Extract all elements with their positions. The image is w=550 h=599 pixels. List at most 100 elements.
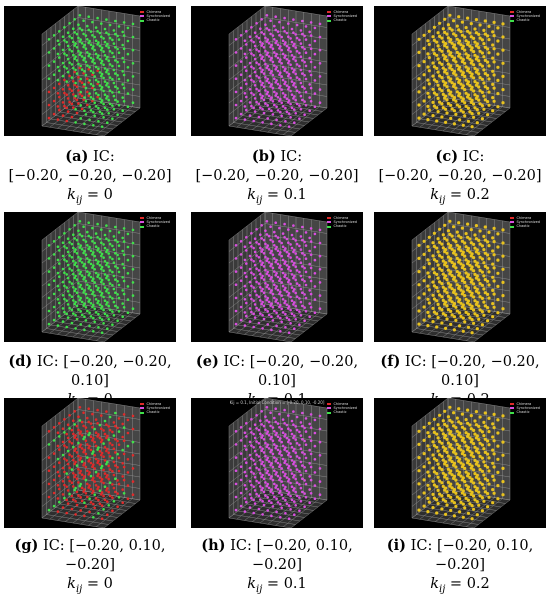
- scatter-point: [80, 460, 84, 463]
- scatter-point: [501, 88, 505, 92]
- scatter-point: [281, 105, 285, 108]
- scatter-point: [92, 97, 95, 101]
- scatter-point: [271, 266, 275, 270]
- scatter-point: [47, 430, 51, 433]
- scatter-point: [266, 482, 269, 486]
- scatter-point: [252, 40, 255, 44]
- scatter-point: [106, 460, 109, 464]
- scatter-point: [94, 457, 98, 461]
- scatter-point: [267, 313, 271, 317]
- scatter-point: [117, 38, 121, 41]
- scatter-point: [259, 312, 262, 315]
- scatter-point: [491, 435, 495, 439]
- scatter-point: [491, 30, 495, 34]
- scatter-point: [82, 72, 85, 75]
- scatter-point: [487, 64, 491, 68]
- scatter-point: [284, 80, 287, 84]
- scatter-point: [284, 312, 287, 316]
- scatter-point: [58, 275, 61, 278]
- scatter-point: [266, 244, 269, 247]
- scatter-point: [253, 462, 257, 466]
- scatter-point: [72, 485, 75, 488]
- scatter-point: [96, 262, 99, 265]
- scatter-point: [56, 510, 60, 513]
- scatter-point: [106, 500, 109, 503]
- scatter-point: [266, 38, 269, 41]
- scatter-point: [91, 86, 94, 90]
- scatter-point: [417, 482, 421, 486]
- scatter-point: [449, 430, 453, 434]
- scatter-point: [295, 455, 299, 458]
- scatter-point: [100, 491, 104, 494]
- scatter-point: [475, 287, 479, 291]
- legend-label: Chimera: [146, 10, 162, 14]
- scatter-point: [480, 257, 484, 261]
- scatter-point: [265, 79, 269, 83]
- scatter-point: [56, 118, 60, 121]
- scatter-point: [97, 120, 100, 123]
- scatter-point: [105, 436, 108, 440]
- scatter-point: [446, 102, 450, 106]
- scatter-point: [131, 48, 135, 52]
- scatter-point: [304, 496, 308, 499]
- scatter-point: [274, 287, 277, 290]
- scatter-point: [486, 465, 490, 469]
- scatter-point: [269, 58, 272, 62]
- scatter-point: [487, 270, 491, 274]
- scatter-point: [270, 462, 273, 465]
- scatter-point: [78, 298, 82, 302]
- caption-k-value: kij = 0.2: [430, 576, 490, 595]
- scatter-point: [284, 260, 287, 263]
- scatter-point: [265, 259, 269, 262]
- scatter-point: [289, 508, 292, 511]
- scatter-point: [77, 36, 80, 40]
- scatter-point: [283, 408, 286, 412]
- scatter-point: [73, 289, 76, 293]
- scatter-point: [264, 481, 267, 484]
- scatter-point: [87, 287, 90, 290]
- scatter-point: [298, 310, 301, 313]
- scatter-point: [66, 44, 70, 48]
- scatter-point: [259, 93, 262, 96]
- legend-swatch: [510, 221, 515, 224]
- scatter-point: [475, 473, 479, 477]
- scatter-point: [63, 297, 66, 301]
- scatter-point: [122, 452, 126, 456]
- scatter-point: [87, 260, 90, 264]
- scatter-point: [448, 418, 452, 422]
- scatter-point: [431, 114, 435, 118]
- scatter-point: [94, 65, 98, 69]
- scatter-point: [252, 459, 255, 462]
- scatter-point: [290, 419, 294, 423]
- scatter-point: [264, 454, 267, 458]
- scatter-point: [87, 274, 90, 277]
- scatter-point: [287, 491, 291, 494]
- scatter-point: [269, 251, 272, 255]
- scatter-point: [269, 19, 272, 22]
- scatter-point: [274, 94, 277, 97]
- scatter-point: [250, 418, 253, 421]
- scatter-point: [270, 435, 273, 439]
- scatter-point: [257, 242, 261, 246]
- scatter-point: [250, 91, 253, 95]
- scatter-point: [468, 476, 472, 480]
- scatter-point: [65, 106, 68, 110]
- scatter-point: [276, 422, 280, 425]
- scatter-point: [287, 59, 291, 63]
- scatter-point: [452, 302, 456, 306]
- scatter-point: [87, 486, 90, 489]
- legend-swatch: [510, 411, 515, 414]
- scatter-point: [122, 478, 126, 482]
- scatter-point: [309, 266, 313, 270]
- scatter-point: [98, 71, 102, 74]
- scatter-point: [468, 316, 472, 320]
- scatter-point: [279, 45, 282, 48]
- scatter-point: [96, 288, 99, 292]
- scatter-point: [63, 258, 66, 261]
- scatter-point: [276, 501, 280, 504]
- scatter-point: [290, 93, 294, 96]
- scatter-point: [253, 263, 257, 267]
- scatter-point: [56, 484, 60, 487]
- scatter-point: [262, 490, 266, 494]
- scatter-point: [255, 35, 258, 38]
